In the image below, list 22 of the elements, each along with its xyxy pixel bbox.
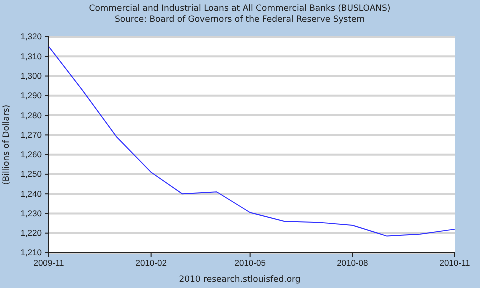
x-tick-label: 2010-08 (337, 258, 369, 268)
y-tick-label: 1,240 (20, 188, 42, 199)
chart-title: Commercial and Industrial Loans at All Commercial Banks (BUSLOANS) (89, 4, 391, 14)
x-tick-label: 2010-02 (136, 258, 168, 268)
y-tick-label: 1,310 (20, 51, 42, 62)
x-tick-label: 2010-11 (440, 258, 471, 268)
y-tick-label: 1,210 (20, 248, 42, 258)
y-tick-label: 1,260 (20, 150, 42, 160)
y-tick-label: 1,270 (20, 130, 42, 140)
y-axis-title: (Billions of Dollars) (2, 104, 12, 186)
y-tick-label: 1,230 (20, 208, 42, 218)
x-tick-label: 2009-11 (34, 258, 65, 268)
y-tick-label: 1,280 (20, 110, 42, 120)
text: 2010 research.stlouisfed.org (179, 275, 301, 285)
y-tick-label: 1,290 (20, 90, 42, 101)
y-tick-label: 1,320 (20, 32, 42, 42)
y-tick-label: 1,250 (20, 169, 42, 180)
line-series (48, 46, 456, 237)
y-tick-label: 1,220 (20, 228, 42, 238)
x-tick-label: 2010-05 (234, 258, 266, 268)
chart-subtitle: Source: Board of Governors of the Federal Reserve System (114, 15, 366, 25)
y-tick-label: 1,300 (20, 70, 42, 81)
